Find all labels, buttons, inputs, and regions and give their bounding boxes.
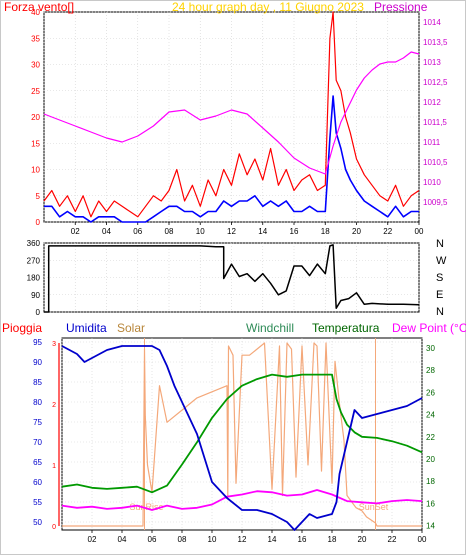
y-tick-label-pressure: 1010	[423, 178, 441, 187]
y-tick-label-humidity: 70	[33, 438, 42, 447]
x-tick-label: 10	[196, 227, 205, 236]
y-tick-label-temperature: 24	[426, 411, 435, 420]
y-tick-label-temperature: 14	[426, 522, 435, 531]
y-tick-label-humidity: 95	[33, 338, 42, 347]
x-tick-label: 08	[178, 535, 187, 544]
rain-tick-label: 2	[52, 402, 56, 409]
y-tick-label-pressure: 1013,5	[423, 38, 448, 47]
x-tick-label: 14	[268, 535, 277, 544]
x-tick-label: 10	[208, 535, 217, 544]
x-tick-label: 00	[415, 227, 424, 236]
x-tick-label: 02	[71, 227, 80, 236]
pressure-line	[43, 51, 420, 175]
legend-umidita: Umidita	[66, 321, 107, 335]
x-tick-label: 14	[258, 227, 267, 236]
rain-tick-label: 1	[52, 463, 56, 470]
solar-line	[62, 342, 422, 527]
rain-tick-label: 0	[52, 524, 56, 531]
pressure-axis-label: Pressione	[374, 0, 428, 14]
x-tick-label: 18	[328, 535, 337, 544]
legend-windchill: Windchill	[246, 321, 295, 335]
x-tick-label: 16	[298, 535, 307, 544]
x-tick-label: 06	[148, 535, 157, 544]
x-tick-label: 16	[290, 227, 299, 236]
y-tick-label-humidity: 50	[33, 518, 42, 527]
x-tick-label: 12	[238, 535, 247, 544]
y-tick-label-wind: 25	[31, 87, 40, 96]
wind-pressure-chart: 02 04 06 08 10 12 14 16 18 20 22 000510152025303540…	[31, 8, 448, 236]
y-tick-label-direction: 180	[27, 274, 41, 283]
gust-line	[43, 11, 420, 218]
y-tick-label-wind: 35	[31, 34, 40, 43]
humidity-line	[61, 345, 423, 531]
sunrise-label: SunRise	[129, 502, 163, 512]
legend-pioggia: Pioggia	[2, 321, 43, 335]
x-tick-label: 22	[383, 227, 392, 236]
y-tick-label-direction: 270	[27, 256, 41, 265]
y-tick-label-pressure: 1011,5	[423, 118, 447, 127]
y-tick-label-wind: 0	[36, 218, 41, 227]
x-tick-label: 18	[321, 227, 330, 236]
compass-label: W	[436, 255, 447, 267]
legend-dewpoint: Dew Point (°C)	[392, 321, 466, 335]
y-tick-label-humidity: 80	[33, 398, 42, 407]
wind-axis-label: Forza vento[]	[4, 0, 75, 14]
compass-label: E	[436, 289, 444, 301]
y-tick-label-pressure: 1012,5	[423, 78, 448, 87]
y-tick-label-wind: 5	[36, 192, 41, 201]
y-tick-label-temperature: 28	[426, 366, 435, 375]
x-tick-label: 20	[352, 227, 361, 236]
x-tick-label: 06	[133, 227, 142, 236]
y-tick-label-wind: 10	[31, 166, 40, 175]
sunset-label: SunSet	[359, 502, 389, 512]
x-tick-label: 00	[418, 535, 427, 544]
y-tick-label-pressure: 1014	[423, 18, 441, 27]
compass-label: N	[436, 306, 444, 318]
x-tick-label: 12	[227, 227, 236, 236]
legend-solar: Solar	[117, 321, 146, 335]
y-tick-label-humidity: 75	[33, 418, 42, 427]
wind-line	[44, 95, 419, 223]
direction-line	[44, 244, 420, 313]
y-tick-label-temperature: 18	[426, 477, 435, 486]
y-tick-label-pressure: 1011	[423, 138, 441, 147]
wind-direction-chart: 0 90 180 270 360	[27, 239, 420, 317]
chart-title: 24 hour graph day , 11 Giugno 2023	[172, 0, 364, 14]
y-tick-label-pressure: 1013	[423, 58, 441, 67]
y-tick-label-direction: 360	[27, 239, 41, 248]
y-tick-label-temperature: 26	[426, 388, 435, 397]
y-tick-label-humidity: 90	[33, 358, 42, 367]
x-tick-label: 04	[102, 227, 111, 236]
temp-humidity-chart: 02 04 06 08 10 12 14 16 18 20 22 005055606570758085…	[33, 337, 435, 544]
temperature-line	[61, 373, 423, 494]
y-tick-label-temperature: 30	[426, 344, 435, 353]
y-tick-label-wind: 20	[31, 113, 40, 122]
y-tick-label-pressure: 1010,5	[423, 158, 448, 167]
dewpoint-line	[61, 489, 423, 511]
y-tick-label-humidity: 60	[33, 478, 42, 487]
y-tick-label-temperature: 16	[426, 499, 435, 508]
legend-temperatura: Temperatura	[312, 321, 380, 335]
y-tick-label-wind: 40	[31, 8, 40, 17]
y-tick-label-humidity: 65	[33, 458, 42, 467]
y-tick-label-wind: 15	[31, 139, 40, 148]
x-tick-label: 02	[88, 535, 97, 544]
x-tick-label: 22	[388, 535, 397, 544]
y-tick-label-temperature: 20	[426, 455, 435, 464]
y-tick-label-humidity: 55	[33, 498, 42, 507]
rain-tick-label: 3	[52, 341, 56, 348]
x-tick-label: 04	[118, 535, 127, 544]
compass-label: S	[436, 272, 444, 284]
y-tick-label-temperature: 22	[426, 433, 435, 442]
y-tick-label-humidity: 85	[33, 378, 42, 387]
y-tick-label-pressure: 1012	[423, 98, 441, 107]
y-tick-label-pressure: 1009,5	[423, 198, 448, 207]
y-tick-label-direction: 90	[31, 291, 40, 300]
x-tick-label: 20	[358, 535, 367, 544]
y-tick-label-direction: 0	[36, 308, 41, 317]
x-tick-label: 08	[165, 227, 174, 236]
compass-label: N	[436, 238, 444, 250]
y-tick-label-wind: 30	[31, 61, 40, 70]
